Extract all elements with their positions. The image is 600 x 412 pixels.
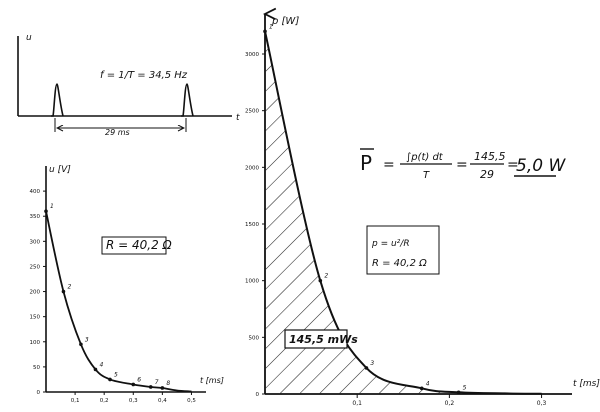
mean-power-ratio-den: 29 <box>480 168 494 181</box>
power-y-tick-label: 0 <box>256 392 260 398</box>
voltage-point <box>108 377 112 382</box>
voltage-point-label: 5 <box>114 371 118 378</box>
voltage-y-tick-label: 100 <box>30 340 41 346</box>
voltage-y-tick-label: 250 <box>30 264 41 270</box>
voltage-x-label: t [ms] <box>200 376 224 385</box>
power-x-tick-label: 0,3 <box>537 400 547 407</box>
power-y-label: p [W] <box>271 16 299 27</box>
formula-box <box>366 225 440 275</box>
voltage-point-label: 6 <box>137 376 141 383</box>
mean-power-symbol: P <box>360 151 372 175</box>
voltage-point-label: 1 <box>50 203 54 210</box>
voltage-y-tick-label: 150 <box>30 315 41 321</box>
power-point-label: 2 <box>324 273 328 280</box>
voltage-x-tick-label: 0,1 <box>71 398 80 404</box>
pulse-x-label: t <box>236 113 240 123</box>
mean-power-numerator: ∫p(t) dt <box>406 152 444 163</box>
power-point-label: 1 <box>269 23 273 30</box>
power-x-tick-label: 0,2 <box>445 400 455 407</box>
power-y-tick-label: 3000 <box>245 52 259 58</box>
voltage-y-tick-label: 200 <box>30 290 41 296</box>
power-point-label: 4 <box>426 380 430 387</box>
formula-box-line-1: p = u²/R <box>371 239 410 249</box>
mean-power-ratio-num: 145,5 <box>474 150 506 163</box>
power-point <box>419 386 424 391</box>
power-x-tick-label: 0,1 <box>352 400 362 407</box>
power-point <box>318 278 323 283</box>
voltage-point-label: 7 <box>155 379 159 386</box>
mean-power-equals-2: = <box>456 157 468 173</box>
period-label: 29 ms <box>105 128 130 137</box>
power-y-tick-label: 1500 <box>245 222 259 228</box>
voltage-point-label: 3 <box>85 336 89 343</box>
voltage-y-tick-label: 0 <box>37 390 41 396</box>
voltage-point <box>61 289 66 294</box>
mean-power-denominator: T <box>423 170 430 181</box>
power-point <box>263 29 267 34</box>
voltage-point-label: 8 <box>166 380 170 387</box>
mean-power-formula: P = ∫p(t) dt T = 145,5 29 = 5,0 W <box>360 148 566 181</box>
voltage-chart: u [V] t [ms] R = 40,2 Ω 0 50 100 150 200 250 3… <box>30 165 224 404</box>
power-y-tick-label: 500 <box>249 335 260 341</box>
voltage-y-label: u [V] <box>49 165 71 175</box>
voltage-x-tick-label: 0,4 <box>158 398 167 404</box>
voltage-y-tick-label: 350 <box>30 214 41 220</box>
voltage-y-tick-label: 400 <box>30 189 41 195</box>
voltage-point <box>44 209 48 213</box>
area-label-box <box>284 329 348 349</box>
mean-power-result: 5,0 W <box>516 156 566 176</box>
voltage-r-box <box>101 236 167 255</box>
voltage-r-annotation: R = 40,2 Ω <box>106 238 173 252</box>
voltage-y-tick-label: 50 <box>33 365 40 371</box>
power-y-tick-label: 2000 <box>245 165 259 171</box>
power-y-tick-label: 2500 <box>245 109 259 115</box>
voltage-point-label: 4 <box>99 361 103 368</box>
voltage-point <box>160 386 165 390</box>
power-area-hatch <box>265 31 542 394</box>
voltage-point-label: 2 <box>67 284 71 291</box>
power-point <box>364 366 369 370</box>
power-curve <box>264 31 542 395</box>
pulse-chart: u t f = 1/T = 34,5 Hz 29 ms <box>17 33 240 137</box>
voltage-x-tick-label: 0,5 <box>187 398 196 404</box>
voltage-point <box>79 342 83 347</box>
power-point-label: 3 <box>370 360 374 367</box>
power-chart: p [W] t [ms] 0 500 1000 1500 2000 2500 3000 0,1… <box>245 14 600 407</box>
mean-power-equals-1: = <box>383 157 395 173</box>
voltage-x-tick-label: 0,2 <box>100 398 109 404</box>
voltage-x-tick-label: 0,3 <box>129 398 138 404</box>
voltage-point <box>148 385 153 389</box>
power-y-tick-label: 1000 <box>245 279 259 285</box>
area-label: 145,5 mWs <box>289 333 358 346</box>
pulse-y-label: u <box>26 33 32 43</box>
power-x-label: t [ms] <box>573 379 600 389</box>
voltage-y-tick-label: 300 <box>30 239 41 245</box>
pulse-spike-1 <box>51 83 64 117</box>
power-point-label: 5 <box>463 384 467 391</box>
voltage-curve <box>45 211 192 393</box>
voltage-point <box>93 367 98 372</box>
formula-box-line-2: R = 40,2 Ω <box>372 258 427 269</box>
mean-power-equals-3: = <box>507 157 519 173</box>
pulse-formula: f = 1/T = 34,5 Hz <box>100 70 188 81</box>
power-point <box>456 390 461 395</box>
pulse-spike-2 <box>181 83 194 117</box>
voltage-point <box>131 382 136 387</box>
